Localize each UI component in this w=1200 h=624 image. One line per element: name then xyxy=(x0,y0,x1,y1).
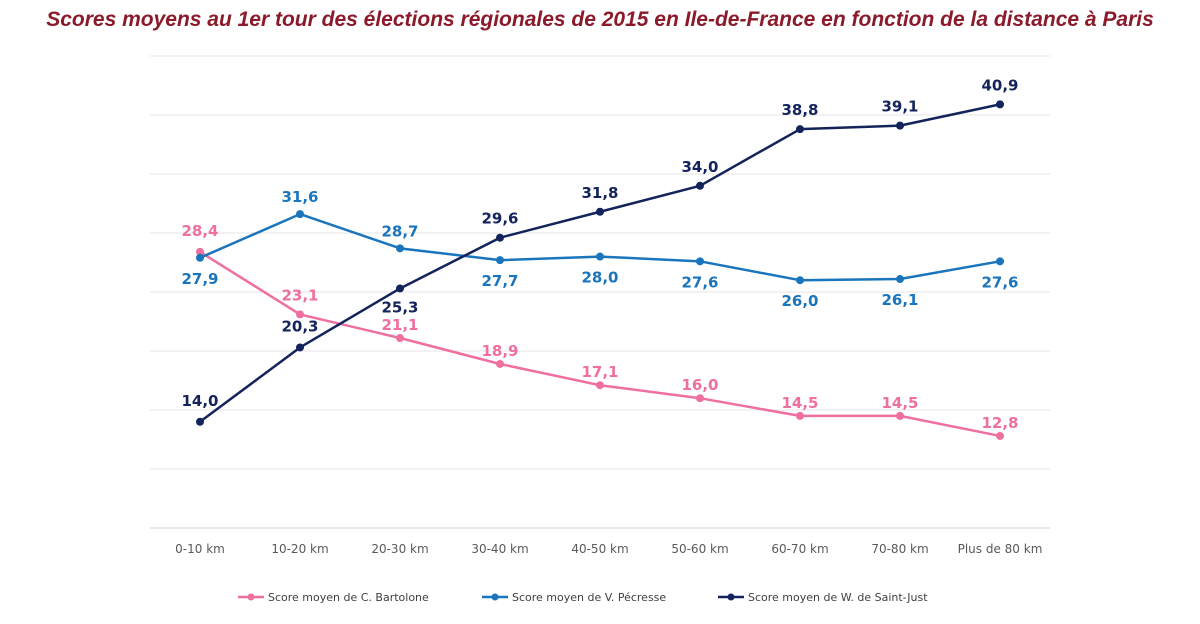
data-label: 18,9 xyxy=(481,342,518,360)
legend-swatch-point xyxy=(491,593,499,601)
legend: Score moyen de C. Bartolone Score moyen d… xyxy=(238,591,928,604)
data-label: 39,1 xyxy=(881,98,918,116)
x-axis-ticks: 0-10 km 10-20 km 20-30 km 30-40 km 40-50 km 5… xyxy=(175,542,1042,556)
x-tick-label: 30-40 km xyxy=(471,542,528,556)
data-point xyxy=(296,343,304,352)
legend-label: Score moyen de C. Bartolone xyxy=(268,591,429,604)
data-label: 26,0 xyxy=(781,292,818,310)
data-point xyxy=(996,257,1004,266)
x-tick-label: 0-10 km xyxy=(175,542,225,556)
data-label: 38,8 xyxy=(781,101,818,119)
data-point xyxy=(896,121,904,130)
data-label: 28,0 xyxy=(581,269,618,287)
data-label: 27,6 xyxy=(981,273,1018,291)
data-label: 16,0 xyxy=(681,376,718,394)
data-label: 17,1 xyxy=(581,363,618,381)
x-tick-label: Plus de 80 km xyxy=(958,542,1043,556)
data-point xyxy=(696,394,704,403)
data-label: 14,5 xyxy=(881,394,918,412)
gridlines xyxy=(150,55,1050,529)
data-label: 12,8 xyxy=(981,414,1018,432)
data-point xyxy=(196,417,204,426)
legend-swatch-point xyxy=(727,593,735,601)
data-point xyxy=(296,210,304,219)
data-label: 27,7 xyxy=(481,272,518,290)
x-tick-label: 40-50 km xyxy=(571,542,628,556)
data-label: 14,5 xyxy=(781,394,818,412)
data-label: 26,1 xyxy=(881,291,918,309)
data-label: 40,9 xyxy=(981,76,1018,94)
data-label: 34,0 xyxy=(681,158,718,176)
data-label: 25,3 xyxy=(381,298,418,316)
data-point xyxy=(596,252,604,261)
data-point xyxy=(596,207,604,216)
data-point xyxy=(496,359,504,368)
data-point xyxy=(896,411,904,420)
data-point xyxy=(996,100,1004,109)
data-point xyxy=(196,253,204,262)
x-tick-label: 50-60 km xyxy=(671,542,728,556)
legend-label: Score moyen de W. de Saint-Just xyxy=(748,591,928,604)
data-point xyxy=(396,244,404,253)
data-point xyxy=(496,256,504,265)
x-tick-label: 60-70 km xyxy=(771,542,828,556)
data-point xyxy=(696,181,704,190)
data-label: 31,8 xyxy=(581,184,618,202)
x-tick-label: 70-80 km xyxy=(871,542,928,556)
legend-label: Score moyen de V. Pécresse xyxy=(512,591,666,604)
data-point xyxy=(196,247,204,256)
data-point xyxy=(896,275,904,284)
data-point xyxy=(696,257,704,266)
data-point xyxy=(396,284,404,293)
data-points xyxy=(196,100,1004,440)
data-label: 21,1 xyxy=(381,316,418,334)
data-label: 23,1 xyxy=(281,286,318,304)
data-label: 31,6 xyxy=(281,188,318,206)
data-label: 14,0 xyxy=(181,392,218,410)
data-label: 29,6 xyxy=(481,210,518,228)
data-point xyxy=(796,125,804,134)
data-label: 20,3 xyxy=(281,317,318,335)
data-label: 27,6 xyxy=(681,273,718,291)
data-labels: 28,4 23,1 21,1 18,9 17,1 16,0 14,5 14,5 12,8 27,9… xyxy=(181,76,1018,432)
data-point xyxy=(396,334,404,343)
legend-swatch-point xyxy=(247,593,255,601)
x-tick-label: 10-20 km xyxy=(271,542,328,556)
data-point xyxy=(296,310,304,319)
data-label: 28,4 xyxy=(181,222,218,240)
data-point xyxy=(796,411,804,420)
data-point xyxy=(496,233,504,242)
chart-title: Scores moyens au 1er tour des élections … xyxy=(46,8,1154,31)
x-tick-label: 20-30 km xyxy=(371,542,428,556)
data-label: 27,9 xyxy=(181,270,218,288)
data-label: 28,7 xyxy=(381,222,418,240)
data-point xyxy=(796,276,804,285)
data-point xyxy=(596,381,604,390)
data-point xyxy=(996,431,1004,440)
